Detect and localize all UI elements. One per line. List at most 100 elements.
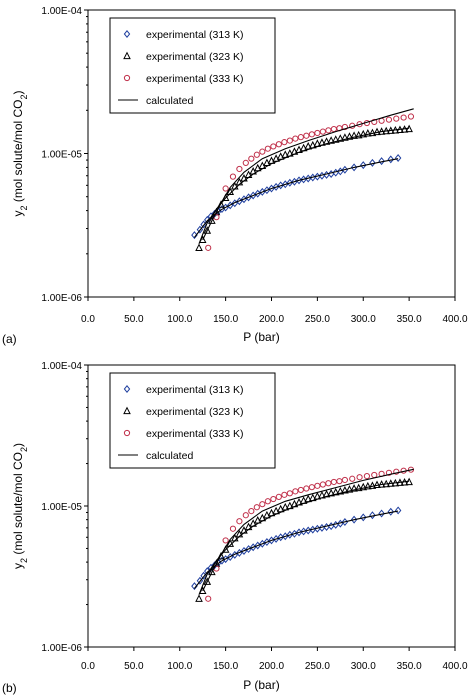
data-point-triangle <box>327 136 335 144</box>
data-point-circle <box>371 471 378 479</box>
data-point-triangle <box>331 135 340 143</box>
data-point-circle <box>259 501 266 508</box>
data-point-circle <box>385 116 393 123</box>
data-point-circle <box>270 495 277 503</box>
data-point-circle <box>297 486 304 494</box>
x-tick-label: 50.0 <box>124 314 144 325</box>
legend-entry-label: experimental (323 K) <box>146 51 243 63</box>
y-axis-label-part: ) <box>11 90 25 94</box>
data-point-circle <box>292 488 299 495</box>
x-tick-label: 300.0 <box>351 661 376 672</box>
data-point-circle <box>297 134 304 141</box>
data-point-diamond <box>369 158 376 167</box>
data-point-circle <box>325 480 332 487</box>
data-point-circle <box>248 155 255 162</box>
data-point-circle <box>356 474 363 481</box>
data-point-diamond <box>387 155 395 164</box>
data-point-circle <box>275 493 282 501</box>
data-point-circle <box>229 173 237 180</box>
data-point-triangle <box>203 577 212 585</box>
x-tick-label: 200.0 <box>259 661 284 672</box>
data-point-diamond <box>394 506 402 515</box>
x-tick-label: 150.0 <box>213 661 238 672</box>
y-axis-label: y2 (mol solute/mol CO2) <box>11 443 29 569</box>
data-point-circle <box>303 132 310 139</box>
data-point-circle <box>400 114 407 121</box>
data-point-diamond <box>360 513 367 522</box>
data-point-diamond <box>327 169 335 178</box>
x-tick-label: 100.0 <box>167 661 192 672</box>
calculated-curve <box>198 480 410 595</box>
y-axis-label-part: ) <box>11 443 25 447</box>
data-point-circle <box>281 139 288 146</box>
data-point-circle <box>314 482 321 489</box>
data-point-circle <box>264 498 271 505</box>
data-point-diamond <box>272 534 280 543</box>
data-point-circle <box>371 118 378 126</box>
x-tick-label: 350.0 <box>397 661 422 672</box>
data-point-triangle <box>336 486 345 495</box>
data-point-triangle <box>327 488 335 497</box>
data-point-circle <box>393 468 400 475</box>
data-point-circle <box>205 595 212 602</box>
legend-entry-label: experimental (313 K) <box>146 384 243 396</box>
data-point-diamond <box>369 511 376 520</box>
y-axis-label-subscript: 2 <box>19 558 29 563</box>
data-point-triangle <box>217 551 225 560</box>
x-tick-label: 50.0 <box>124 661 144 672</box>
y-axis-label-part: y <box>11 563 25 569</box>
calculated-curve <box>202 468 414 592</box>
legend-entry-label: experimental (333 K) <box>146 73 243 85</box>
data-point-circle <box>330 478 337 486</box>
legend-entry-label: calculated <box>146 95 193 107</box>
calculated-curve <box>193 510 399 589</box>
chart-panel-a: 1.00E-06 1.00E-05 1.00E-04 0.0 50.0 100.0 150.… <box>2 6 468 346</box>
data-point-triangle <box>217 200 225 208</box>
data-point-circle <box>308 484 315 491</box>
data-point-diamond <box>327 522 335 531</box>
data-point-diamond <box>191 231 198 240</box>
calculated-curve <box>202 108 414 241</box>
data-point-circle <box>286 490 293 497</box>
y-axis-label-part: y <box>11 211 25 217</box>
calculated-curve <box>193 158 399 238</box>
y-tick-label: 1.00E-06 <box>41 643 82 654</box>
data-point-circle <box>264 145 271 152</box>
data-point-circle <box>270 143 277 150</box>
data-point-circle <box>248 508 255 515</box>
data-point-triangle <box>341 486 349 494</box>
legend: experimental (313 K) experimental (323 K)… <box>109 372 276 469</box>
data-point-circle <box>325 127 332 134</box>
y-axis-label: y2 (mol solute/mol CO2) <box>11 90 29 216</box>
legend-box <box>109 372 276 469</box>
legend-entry-label: experimental (313 K) <box>146 29 243 41</box>
y-tick-label: 1.00E-05 <box>41 502 82 513</box>
data-point-triangle <box>195 594 203 602</box>
legend-box <box>109 17 276 114</box>
data-point-circle <box>319 128 326 135</box>
y-axis-label-subscript: 2 <box>19 94 29 99</box>
data-point-circle <box>314 129 321 137</box>
data-point-triangle <box>364 481 372 490</box>
legend-marker-triangle <box>123 51 131 60</box>
data-point-circle <box>222 537 229 544</box>
data-point-triangle <box>364 129 372 137</box>
data-point-diamond <box>272 182 280 191</box>
data-point-circle <box>336 478 343 485</box>
y-tick-label: 1.00E-05 <box>41 150 82 161</box>
data-point-circle <box>253 151 260 158</box>
data-point-triangle <box>208 216 216 224</box>
data-point-circle <box>205 244 212 251</box>
x-tick-label: 200.0 <box>259 314 284 325</box>
x-tick-label: 100.0 <box>167 314 192 325</box>
x-tick-label: 400.0 <box>442 314 467 325</box>
x-tick-label: 0.0 <box>81 314 95 325</box>
data-point-triangle <box>354 130 363 139</box>
x-tick-label: 250.0 <box>305 314 330 325</box>
data-point-circle <box>259 148 266 155</box>
data-point-diamond <box>378 509 385 518</box>
legend-marker-diamond <box>123 385 131 393</box>
data-point-triangle <box>354 483 363 492</box>
data-point-triangle <box>341 133 349 141</box>
